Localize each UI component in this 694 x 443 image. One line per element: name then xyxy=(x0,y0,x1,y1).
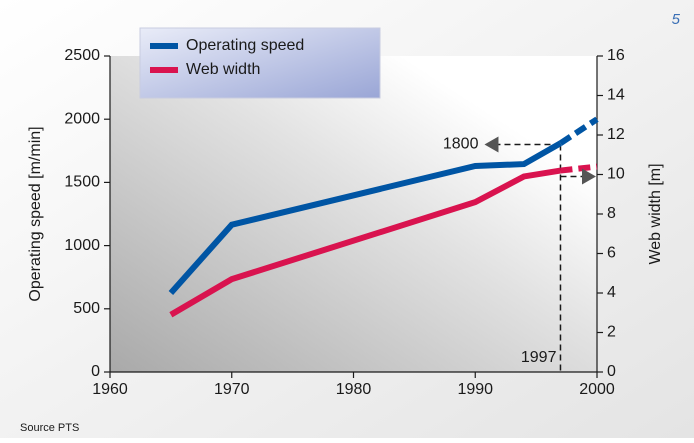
annotation-speed-label: 1800 xyxy=(443,136,479,153)
y-axis-label: Operating speed [m/min] xyxy=(27,126,44,301)
y2-tick-label: 2 xyxy=(607,324,616,341)
x-tick-label: 1990 xyxy=(457,381,493,398)
x-tick-label: 2000 xyxy=(579,381,615,398)
series-projection xyxy=(558,116,599,146)
annotation-year-label: 1997 xyxy=(521,349,557,366)
y2-tick-label: 10 xyxy=(607,166,625,183)
series-projection xyxy=(560,163,598,174)
y2-axis-label: Web width [m] xyxy=(647,163,664,264)
y2-tick-label: 14 xyxy=(607,87,625,104)
y2-tick-label: 8 xyxy=(607,205,616,222)
y2-tick-label: 16 xyxy=(607,47,625,64)
plot-area xyxy=(110,56,597,372)
y-tick-label: 1500 xyxy=(64,174,100,191)
y2-tick-label: 0 xyxy=(607,363,616,380)
source: Source PTS xyxy=(20,422,79,434)
y2-tick-label: 6 xyxy=(607,245,616,262)
y2-tick-label: 4 xyxy=(607,284,616,301)
x-tick-label: 1970 xyxy=(214,381,250,398)
legend-label: Operating speed xyxy=(186,37,304,54)
arrowhead xyxy=(484,136,499,153)
arrowhead xyxy=(582,168,596,185)
y-tick-label: 0 xyxy=(91,363,100,380)
series-line xyxy=(168,140,562,295)
y-tick-label: 2500 xyxy=(64,47,100,64)
y-tick-label: 1000 xyxy=(64,237,100,254)
legend-label: Web width xyxy=(186,61,260,78)
page-number: 5 xyxy=(672,11,681,28)
x-tick-label: 1980 xyxy=(336,381,372,398)
series-line xyxy=(169,167,561,318)
legend-box xyxy=(139,27,381,99)
y2-tick-label: 12 xyxy=(607,126,625,143)
y-tick-label: 500 xyxy=(73,300,100,317)
x-tick-label: 1960 xyxy=(92,381,128,398)
y-tick-label: 2000 xyxy=(64,110,100,127)
